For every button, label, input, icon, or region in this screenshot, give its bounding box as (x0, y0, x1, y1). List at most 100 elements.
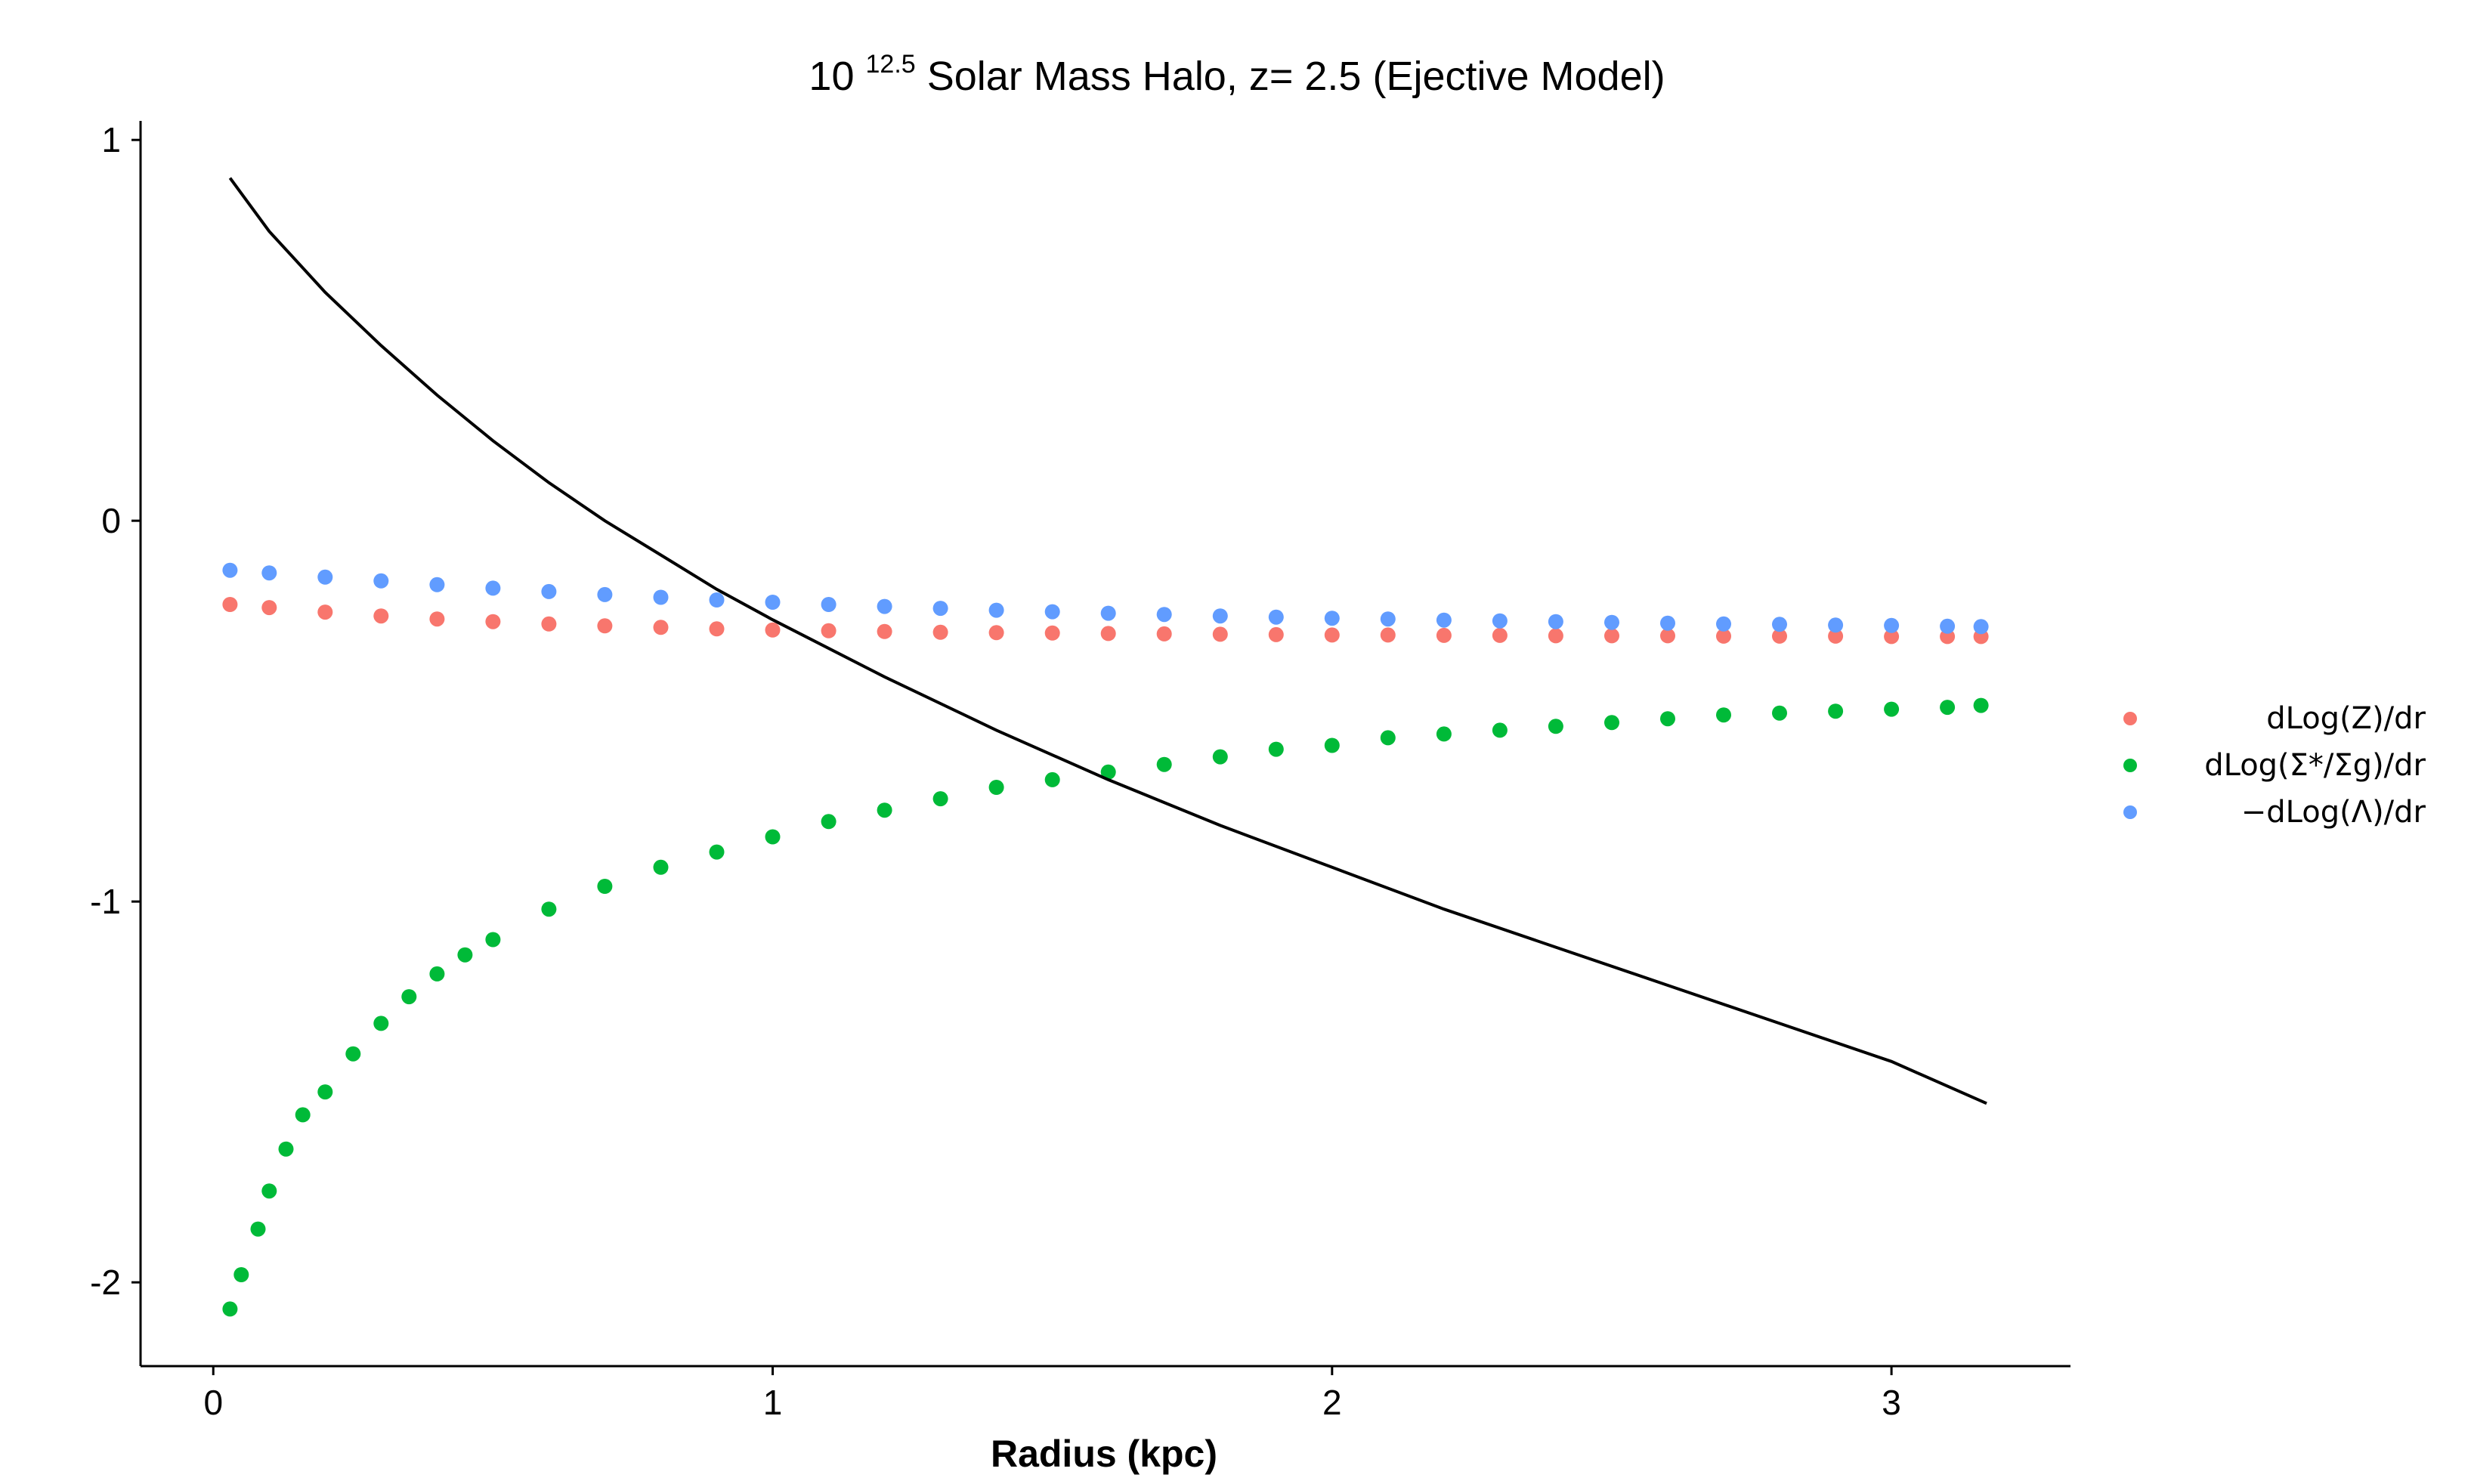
data-point (877, 598, 892, 614)
data-point (1884, 617, 1900, 633)
data-point (1324, 611, 1340, 626)
data-point (261, 1183, 277, 1199)
data-point (1548, 614, 1563, 629)
data-point (1268, 741, 1284, 757)
y-tick-label: 1 (101, 120, 121, 159)
data-point (429, 577, 445, 592)
data-point (1716, 616, 1731, 632)
data-point (988, 780, 1004, 795)
data-point (1973, 619, 1989, 635)
data-point (1156, 607, 1172, 623)
data-point (1940, 700, 1956, 716)
x-axis-label: Radius (kpc) (990, 1433, 1218, 1475)
data-point (1660, 615, 1675, 631)
data-point (222, 1301, 238, 1317)
data-point (597, 586, 613, 602)
data-point (1884, 629, 1900, 645)
data-point (1548, 719, 1563, 734)
legend-label-dlogz: dLog(Z)/dr (2266, 701, 2426, 736)
data-point (653, 620, 669, 635)
data-point (1156, 626, 1172, 642)
y-ticks: 1 0 -1 -2 (90, 120, 141, 1302)
data-point (485, 932, 501, 948)
legend-key-dlogz (2123, 712, 2137, 725)
data-point (1660, 628, 1675, 644)
data-point (1660, 711, 1675, 727)
series-points-0 (222, 597, 1989, 645)
data-point (1436, 726, 1452, 742)
data-point (1604, 715, 1619, 731)
data-point (821, 623, 837, 638)
data-point (932, 791, 948, 807)
data-point (709, 844, 725, 860)
title-exponent: 12.5 (865, 50, 916, 79)
data-point (485, 614, 501, 629)
data-point (597, 879, 613, 894)
data-point (765, 622, 781, 638)
data-point (709, 592, 725, 608)
data-point (1940, 618, 1956, 634)
data-point (653, 589, 669, 605)
data-point (988, 625, 1004, 641)
data-point (1492, 722, 1508, 738)
data-point (1973, 697, 1989, 713)
data-point (1380, 611, 1396, 627)
data-point (597, 618, 613, 634)
data-point (1156, 756, 1172, 772)
data-point (429, 611, 445, 627)
data-point (932, 601, 948, 617)
data-point (317, 1084, 333, 1100)
y-tick-label: 0 (101, 501, 121, 540)
x-tick-label: 1 (763, 1383, 783, 1422)
data-point (1100, 605, 1116, 621)
y-tick-label: -2 (90, 1263, 121, 1302)
data-point (222, 597, 238, 612)
x-tick-label: 3 (1882, 1383, 1901, 1422)
title-base: 10 (809, 54, 855, 99)
data-point (1716, 628, 1731, 644)
data-point (1212, 608, 1228, 624)
data-point (877, 623, 892, 639)
data-point (1044, 771, 1060, 787)
data-point (250, 1221, 266, 1237)
data-point (709, 621, 725, 637)
data-point (1828, 628, 1844, 644)
title-text: Solar Mass Halo, z= 2.5 (Ejective Model) (926, 54, 1665, 99)
data-point (1772, 617, 1787, 632)
data-point (1044, 604, 1060, 620)
legend-item-neg-dlog-lambda: −dLog(Λ)/dr (2123, 789, 2426, 836)
data-point (278, 1141, 294, 1157)
data-point (1212, 749, 1228, 765)
data-point (261, 565, 277, 581)
data-point (1324, 627, 1340, 643)
data-point (541, 901, 557, 917)
data-point (653, 859, 669, 875)
x-ticks: 0 1 2 3 (203, 1366, 1901, 1422)
data-point (222, 562, 238, 578)
data-point (765, 829, 781, 845)
data-point (373, 608, 389, 624)
series-layer (222, 177, 1989, 1317)
data-point (1548, 628, 1563, 644)
data-point (765, 595, 781, 610)
data-point (1716, 707, 1731, 723)
data-point (1212, 626, 1228, 642)
data-point (1380, 627, 1396, 643)
data-point (373, 573, 389, 589)
series-points-1 (222, 697, 1989, 1317)
data-point (1436, 627, 1452, 643)
x-tick-label: 0 (203, 1383, 223, 1422)
data-point (401, 989, 417, 1005)
data-point (317, 569, 333, 585)
data-point (1100, 626, 1116, 642)
data-point (1772, 705, 1787, 721)
data-point (1772, 628, 1787, 644)
series-points-2 (222, 562, 1989, 635)
data-point (345, 1046, 361, 1062)
data-point (1044, 625, 1060, 641)
data-point (877, 802, 892, 818)
data-point (295, 1107, 311, 1123)
legend-label-neg-dlog-lambda: −dLog(Λ)/dr (2241, 795, 2426, 830)
data-point (373, 1016, 389, 1031)
data-point (1324, 737, 1340, 753)
